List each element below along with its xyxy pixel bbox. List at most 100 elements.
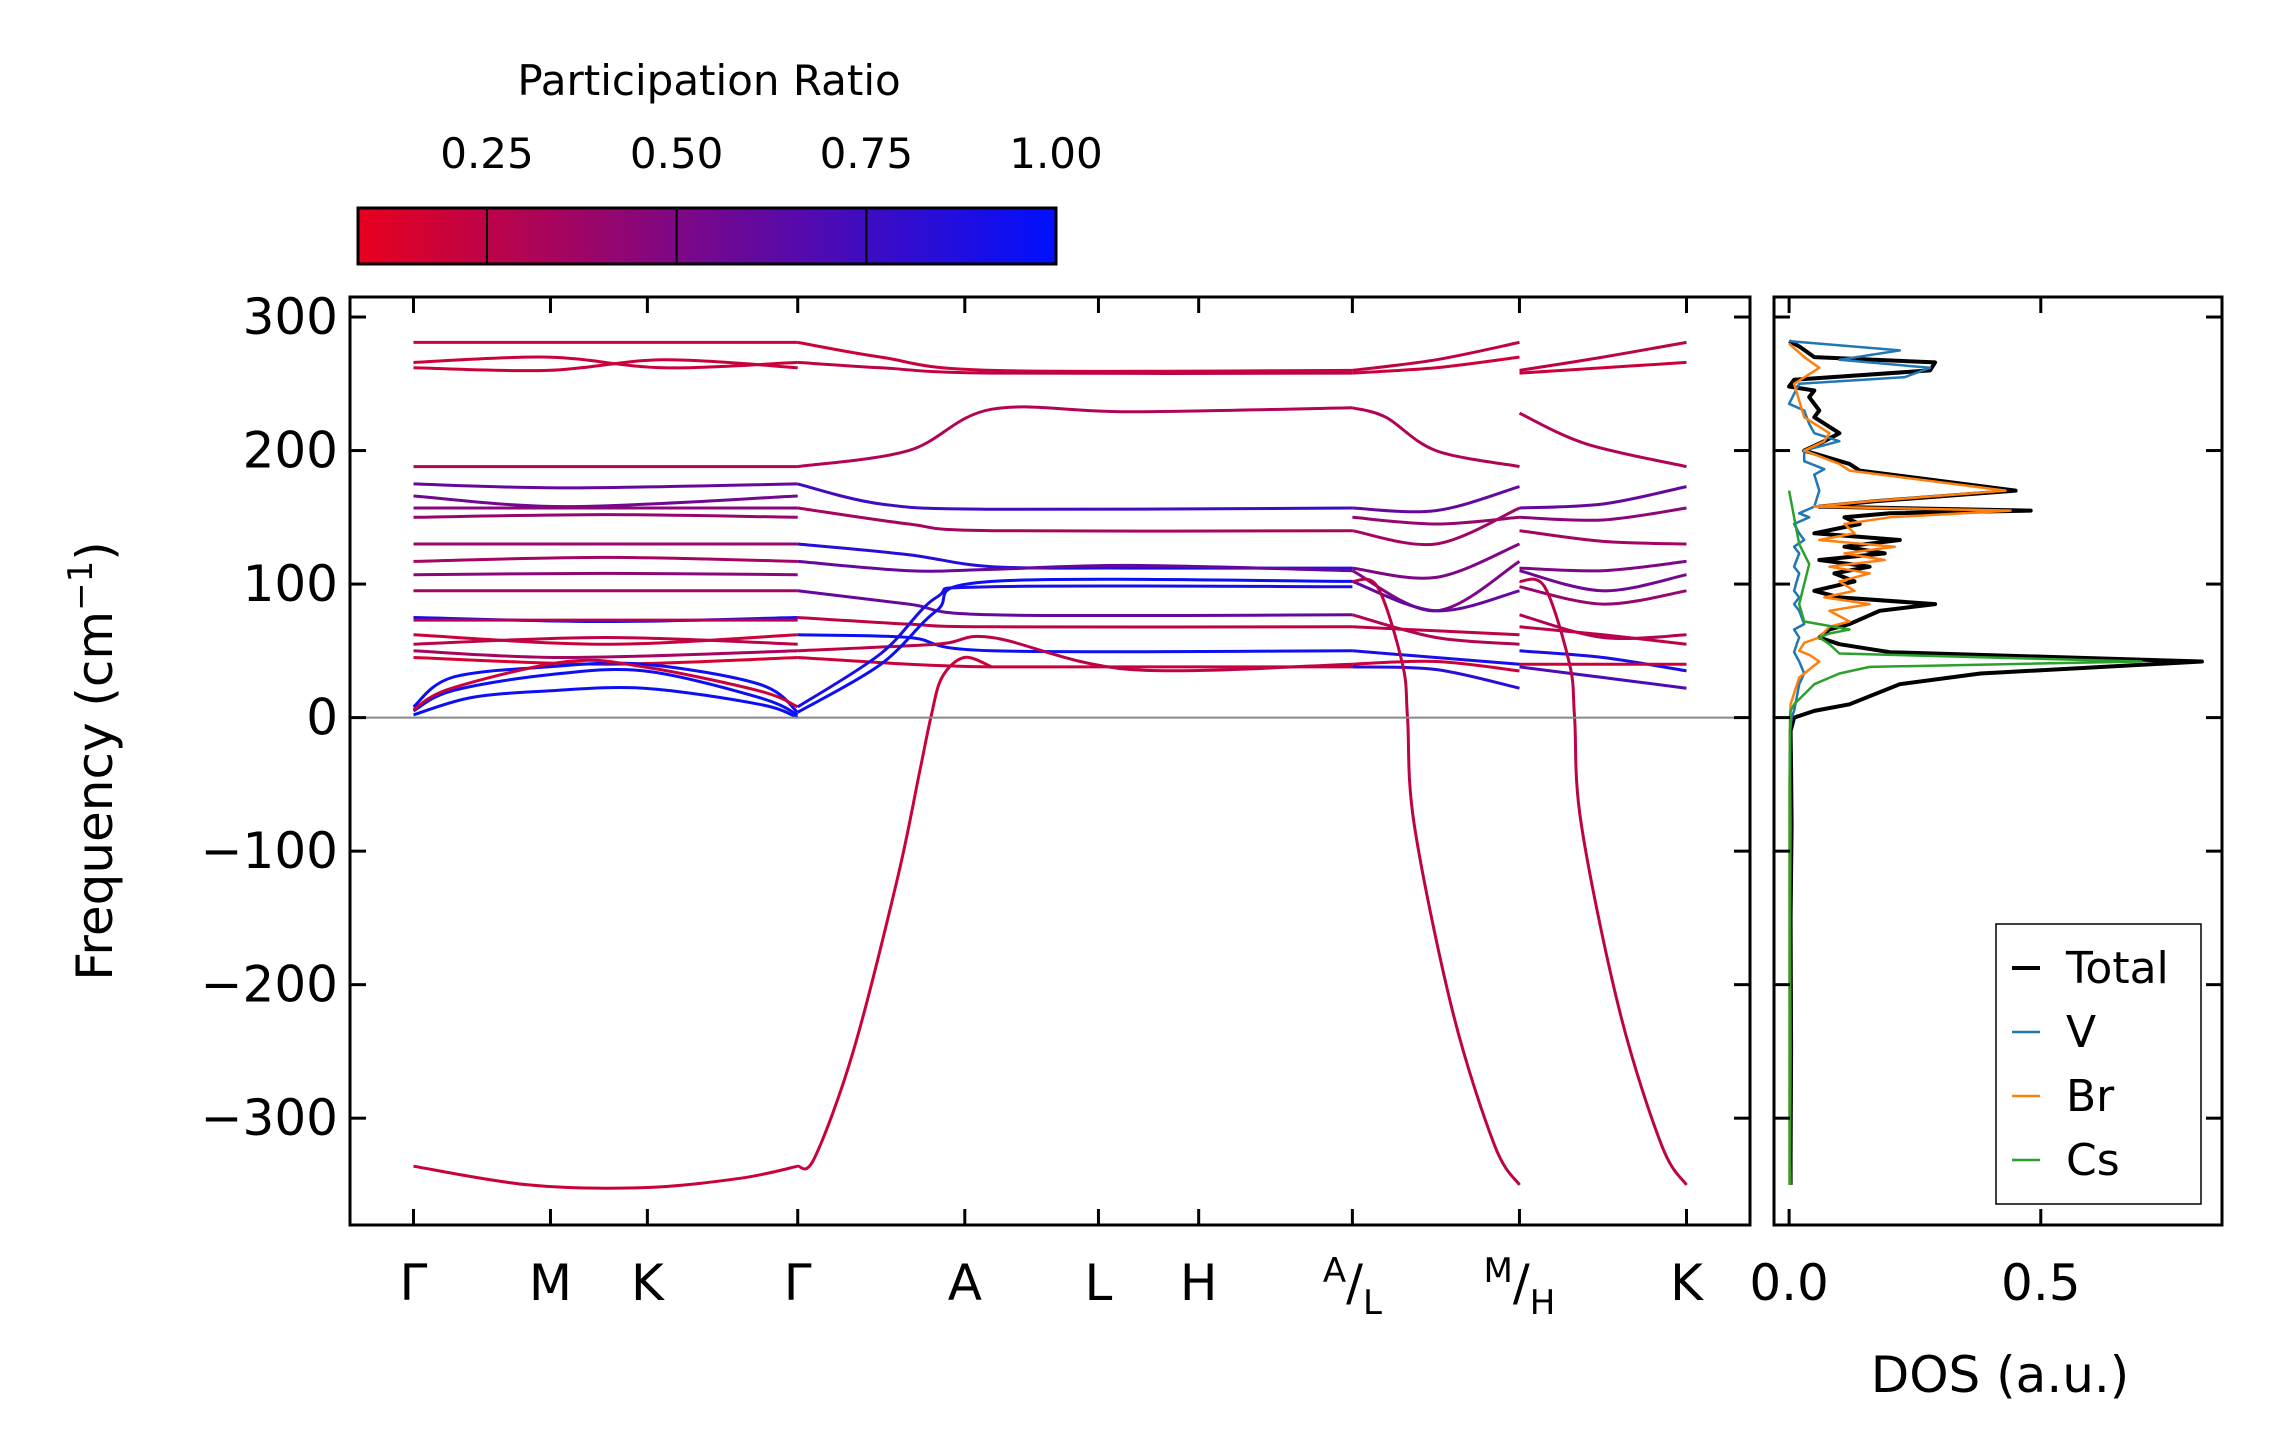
band-line: [796, 584, 1353, 709]
band-line: [1519, 569, 1687, 593]
y-axis-label: Frequency (cm−1): [61, 541, 124, 981]
band-line: [797, 616, 1353, 629]
y-tick-label: 300: [243, 288, 338, 346]
band-line: [1519, 340, 1687, 372]
legend-label-total: Total: [2065, 943, 2169, 994]
dos-line-br: [1788, 342, 2012, 1185]
colorbar-gradient: [356, 206, 1058, 266]
band-line: [413, 635, 798, 646]
band-line: [1519, 585, 1687, 606]
dos-line-v: [1787, 339, 1932, 1185]
band-line: [1352, 659, 1520, 673]
dos-line-total: [1787, 339, 2204, 1185]
band-line: [413, 355, 798, 370]
colorbar-tick-label: 0.50: [630, 129, 724, 178]
band-line: [413, 482, 798, 490]
dos-lines: [1787, 339, 2204, 1185]
band-line: [1351, 579, 1520, 613]
k-point-label: A/L: [1323, 1251, 1382, 1323]
band-line: [1519, 613, 1687, 641]
legend: Total V Br Cs: [1995, 923, 2202, 1205]
k-point-label-slash: /: [1513, 1254, 1530, 1312]
band-line: [413, 513, 798, 519]
dos-x-tick-label: 0.0: [1749, 1254, 1829, 1312]
band-line: [1519, 625, 1687, 646]
k-point-label-sub: H: [1530, 1283, 1556, 1323]
k-point-label: H: [1180, 1254, 1218, 1312]
dos-x-tick-label: 0.5: [2001, 1254, 2081, 1312]
band-line: [1519, 360, 1687, 375]
y-tick-label: −100: [201, 822, 338, 880]
colorbar-tick-label: 0.75: [820, 129, 914, 178]
band-line: [413, 358, 798, 373]
band-line: [797, 360, 1353, 375]
band-line: [797, 589, 1353, 618]
band-line: [1352, 506, 1521, 547]
band-line: [1519, 665, 1687, 690]
k-point-label: K: [631, 1254, 665, 1312]
k-point-label-sup: M: [1484, 1251, 1513, 1291]
dos-panel: 0.0 0.5 DOS (a.u.) Total V Br Cs: [1749, 295, 2224, 1404]
k-point-label: Γ: [784, 1254, 812, 1312]
dos-x-axis-label: DOS (a.u.): [1871, 1346, 2130, 1404]
legend-label-br: Br: [2066, 1071, 2115, 1122]
band-line: [797, 340, 1353, 373]
band-line: [1352, 665, 1520, 690]
main-axes-frame: [348, 295, 1752, 1227]
k-point-label-sub: L: [1363, 1283, 1382, 1323]
band-line: [797, 405, 1353, 469]
y-tick-label: 0: [306, 689, 338, 747]
band-line: [413, 571, 798, 577]
band-line: [413, 1164, 799, 1190]
band-line: [1352, 577, 1521, 1186]
k-point-label-sup: A: [1323, 1251, 1346, 1291]
band-line: [1519, 559, 1687, 573]
band-line: [1519, 485, 1687, 510]
k-point-label: L: [1085, 1254, 1113, 1312]
legend-label-cs: Cs: [2066, 1135, 2120, 1186]
band-line: [413, 633, 798, 646]
band-line: [413, 555, 798, 563]
band-lines: [412, 340, 1688, 1190]
band-line: [1352, 355, 1520, 375]
colorbar: Participation Ratio 0.25 0.50 0.75 1.00: [356, 56, 1103, 266]
band-line: [796, 577, 1353, 714]
band-line: [412, 661, 799, 714]
band-line: [1519, 649, 1687, 673]
legend-label-v: V: [2066, 1007, 2096, 1058]
band-line: [413, 649, 798, 660]
k-point-label: M/H: [1484, 1251, 1556, 1323]
y-tick-label: 100: [243, 555, 338, 613]
legend-items: Total V Br Cs: [2012, 943, 2169, 1186]
dos-line-cs: [1787, 490, 2143, 1185]
legend-frame: [1995, 923, 2202, 1205]
band-line: [797, 655, 993, 1171]
band-line: [1351, 406, 1520, 469]
band-line: [797, 633, 1353, 654]
k-point-label-slash: /: [1346, 1254, 1363, 1312]
colorbar-title: Participation Ratio: [517, 56, 900, 105]
band-line: [797, 634, 1353, 673]
band-line: [1519, 529, 1687, 546]
k-point-label: Γ: [400, 1254, 428, 1312]
colorbar-tick-label: 0.25: [440, 129, 534, 178]
band-line: [797, 542, 1353, 570]
band-line: [412, 667, 799, 717]
band-line: [1352, 340, 1520, 372]
y-tick-label: 200: [243, 422, 338, 480]
dos-axis-ticks: 0.0 0.5: [1749, 297, 2222, 1312]
band-line: [1352, 625, 1520, 637]
band-line: [1519, 506, 1687, 522]
band-line: [1519, 577, 1688, 1186]
band-line: [1352, 613, 1520, 646]
band-line: [1352, 649, 1520, 666]
colorbar-ticks: 0.25 0.50 0.75 1.00: [440, 129, 1103, 264]
y-tick-label: −200: [201, 956, 338, 1014]
band-line: [797, 506, 1353, 533]
band-line: [1518, 411, 1687, 469]
band-line: [797, 559, 1353, 573]
y-tick-label: −300: [201, 1089, 338, 1147]
band-line: [413, 685, 799, 720]
